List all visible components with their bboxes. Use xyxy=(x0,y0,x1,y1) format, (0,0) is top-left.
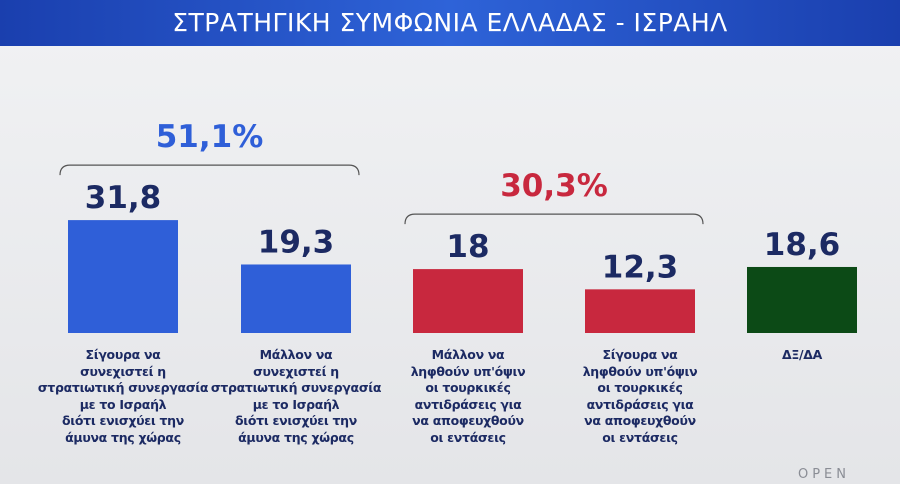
group-bracket xyxy=(404,213,704,225)
value-label: 31,8 xyxy=(85,180,162,216)
category-label: Σίγουρα να ληφθούν υπ'όψιν οι τουρκικές … xyxy=(582,347,698,445)
category-label: Μάλλον να ληφθούν υπ'όψιν οι τουρκικές α… xyxy=(410,347,526,445)
value-label: 18,6 xyxy=(764,227,841,263)
chart-title: ΣΤΡΑΤΗΓΙΚΗ ΣΥΜΦΩΝΙΑ ΕΛΛΑΔΑΣ - ΙΣΡΑΗΛ xyxy=(0,0,900,46)
bar xyxy=(585,289,695,333)
logo: OPEN xyxy=(797,467,850,482)
bar xyxy=(68,220,178,333)
category-label: Μάλλον να συνεχιστεί η στρατιωτική συνερ… xyxy=(210,347,382,445)
group-label: 51,1% xyxy=(156,119,264,155)
group-bracket xyxy=(59,164,360,176)
bar xyxy=(747,266,857,333)
bar xyxy=(241,264,351,333)
group-label: 30,3% xyxy=(500,168,608,204)
value-label: 19,3 xyxy=(258,224,335,260)
bar xyxy=(413,269,523,333)
value-label: 18 xyxy=(446,229,489,265)
category-label: ΔΞ/ΔΑ xyxy=(782,347,822,362)
category-label: Σίγουρα να συνεχιστεί η στρατιωτική συνε… xyxy=(37,347,209,445)
value-label: 12,3 xyxy=(602,249,679,285)
